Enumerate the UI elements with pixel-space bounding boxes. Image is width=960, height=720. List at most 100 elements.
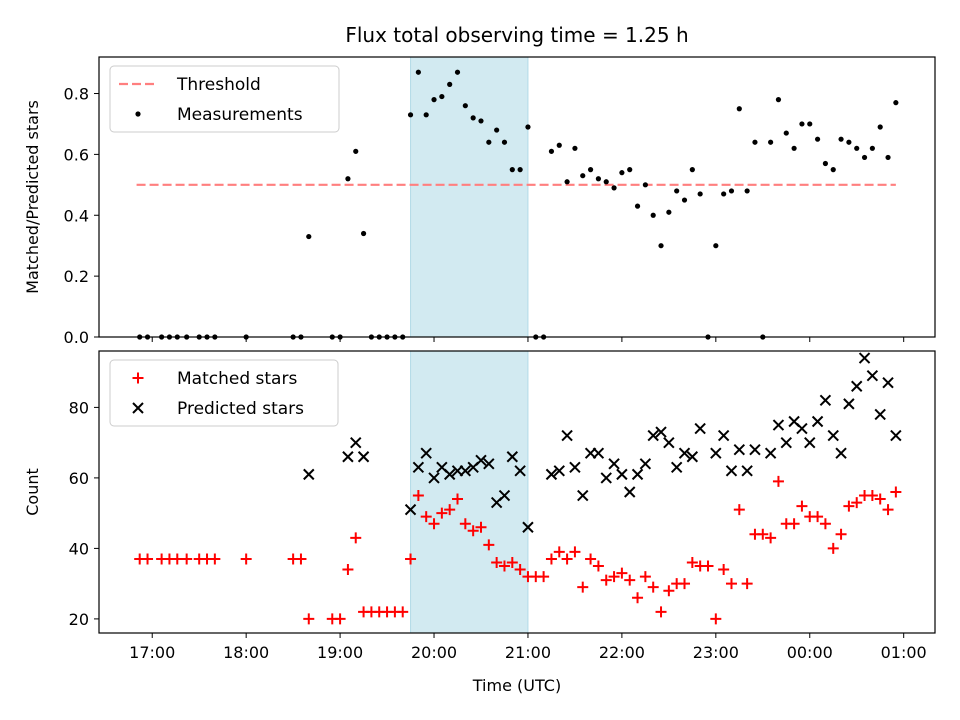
matched-star-point: [679, 578, 691, 590]
matched-star-point: [569, 546, 581, 558]
measurement-point: [838, 136, 844, 142]
measurement-point: [846, 139, 852, 145]
predicted-star-point: [459, 465, 472, 477]
predicted-star-point: [882, 377, 894, 389]
legend-label: Threshold: [176, 75, 261, 95]
matched-star-point: [444, 504, 456, 516]
predicted-star-point: [577, 489, 589, 502]
matched-star-point: [334, 613, 346, 625]
measurement-point: [830, 167, 836, 173]
predicted-star-point: [678, 447, 691, 459]
matched-star-point: [827, 542, 839, 554]
measurement-point: [807, 121, 813, 127]
measurement-point: [595, 176, 602, 182]
matched-star-point: [788, 518, 800, 530]
matched-star-point: [600, 574, 612, 586]
predicted-star-point: [545, 468, 558, 481]
matched-star-point: [835, 528, 847, 540]
y-axis-label-ratio: Matched/Predicted stars: [23, 100, 42, 294]
measurement-point: [306, 233, 312, 240]
predicted-star-point: [749, 443, 761, 456]
matched-star-point: [459, 518, 471, 530]
matched-star-point: [561, 553, 573, 565]
measurement-point: [861, 154, 868, 161]
measurement-point: [674, 188, 680, 194]
matched-star-point: [639, 571, 651, 583]
measurement-point: [447, 81, 453, 87]
matched-star-point: [592, 560, 604, 572]
predicted-star-point: [851, 380, 863, 392]
predicted-star-point: [804, 436, 816, 449]
matched-star-point: [655, 606, 667, 618]
predicted-star-point: [592, 447, 605, 459]
measurement-point: [642, 182, 648, 188]
measurement-point: [885, 154, 891, 161]
predicted-star-point: [710, 447, 722, 459]
y-tick-label: 0.6: [64, 145, 89, 164]
predicted-star-point: [811, 415, 824, 428]
y-axis-label-count: Count: [23, 468, 42, 516]
matched-star-point: [851, 497, 863, 509]
axes-frame: [98, 350, 936, 634]
matched-star-point: [663, 585, 675, 597]
predicted-star-point: [522, 521, 534, 533]
predicted-star-point: [741, 465, 753, 477]
measurement-point: [783, 130, 789, 136]
y-tick-label: 60: [69, 469, 89, 488]
matched-star-point: [890, 486, 902, 498]
matched-star-point: [812, 511, 824, 523]
predicted-star-point: [796, 422, 808, 435]
measurement-point: [454, 69, 461, 75]
legend-label: Measurements: [177, 105, 303, 125]
matched-star-point: [796, 500, 808, 512]
measurement-point: [517, 167, 523, 173]
legend-label: Matched stars: [177, 369, 297, 389]
matched-star-point: [616, 567, 628, 579]
matched-star-point: [647, 581, 659, 593]
predicted-star-point: [412, 461, 425, 474]
predicted-star-point: [483, 458, 495, 470]
matched-star-point: [436, 507, 448, 519]
predicted-star-point: [717, 429, 730, 442]
highlight-span: [410, 56, 529, 338]
predicted-star-point: [608, 458, 620, 470]
matched-star-point: [741, 578, 753, 590]
x-tick-label: 17:00: [129, 643, 175, 662]
measurement-point: [791, 145, 797, 151]
matched-star-point: [342, 564, 354, 576]
measurement-point: [470, 115, 476, 121]
matched-star-point: [295, 553, 307, 565]
predicted-star-point: [843, 398, 855, 410]
matched-star-point: [702, 560, 714, 572]
matched-star-point: [498, 560, 510, 572]
measurement-point: [634, 203, 641, 209]
matched-star-point: [843, 500, 855, 512]
predicted-star-point: [694, 422, 706, 435]
y-tick-label: 0.4: [64, 206, 89, 225]
y-tick-label: 80: [69, 398, 89, 417]
measurement-point: [650, 212, 656, 218]
measurement-point: [415, 69, 421, 75]
matched-star-point: [412, 490, 424, 502]
x-tick-label: 19:00: [317, 643, 363, 662]
matched-star-point: [420, 511, 432, 523]
predicted-star-point: [874, 408, 886, 421]
legend: Threshold Measurements: [119, 75, 303, 125]
measurement-point: [407, 112, 414, 118]
measurement-point: [752, 139, 758, 145]
measurement-point: [736, 106, 742, 112]
predicted-star-point: [514, 465, 526, 477]
matched-star-point: [506, 557, 518, 568]
predicted-star-point: [827, 429, 839, 442]
measurement-point: [697, 191, 703, 197]
matched-star-point: [467, 525, 479, 537]
legend-box: [109, 65, 340, 133]
matched-star-point: [181, 553, 193, 565]
measurement-point: [775, 97, 782, 103]
predicted-star-point: [404, 503, 417, 516]
x-axis-label: Time (UTC): [472, 676, 561, 695]
predicted-star-point: [624, 486, 636, 498]
matched-star-point: [710, 613, 722, 625]
legend-matched-swatch: [132, 372, 144, 384]
